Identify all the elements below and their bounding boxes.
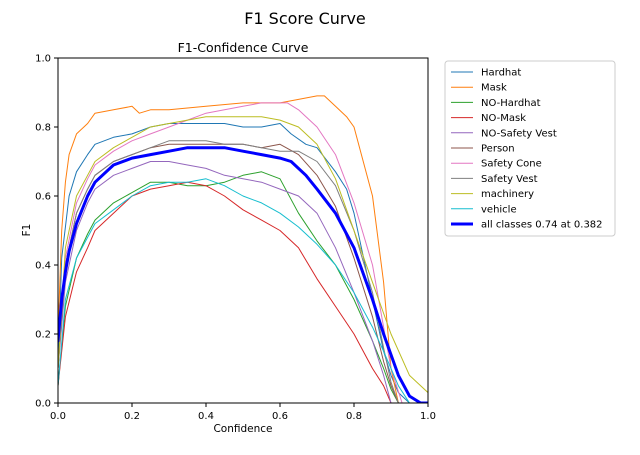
plot-area-frame [57,57,429,404]
y-tick-label: 0.8 [35,123,51,134]
legend-items: Hardhat Mask NO-Hardhat NO-Mask NO-Safety Ve… [451,68,603,231]
series-line-7 [58,102,403,403]
legend-label: Mask [481,83,507,94]
series-layer [58,95,428,403]
series-line-5 [58,161,392,403]
y-tick-label: 0.6 [35,192,51,203]
series-line-3 [58,171,399,403]
x-tick-label: 0.8 [346,411,362,422]
legend-frame [444,60,616,237]
x-tick-label: 0.2 [124,411,140,422]
series-line-9 [58,116,428,394]
figure-title: F1 Score Curve [244,9,366,28]
legend-label: Person [481,144,515,155]
series-line-4 [58,181,392,403]
legend-label: NO-Mask [481,113,526,124]
legend-label: Hardhat [481,68,521,79]
series-line-1 [58,123,410,403]
x-tick-label: 1.0 [420,411,436,422]
legend-label: vehicle [481,204,517,215]
series-line-2 [58,95,399,403]
series-line-11 [58,146,428,403]
series-line-10 [58,178,410,403]
chart-title: F1-Confidence Curve [178,40,309,55]
legend-label: machinery [481,189,534,200]
y-tick-label: 0.4 [35,261,51,272]
x-tick-label: 0.0 [50,411,66,422]
y-tick-label: 0.2 [35,330,51,341]
series-line-8 [58,140,399,403]
legend-label: Safety Cone [481,159,542,170]
legend-label: NO-Hardhat [481,98,541,109]
legend-label: Safety Vest [481,174,538,185]
y-tick-label: 0.0 [35,399,51,410]
legend: Hardhat Mask NO-Hardhat NO-Mask NO-Safety Ve… [444,60,616,237]
legend-label: all classes 0.74 at 0.382 [481,220,603,231]
legend-label: NO-Safety Vest [481,128,557,139]
y-axis-ticks: 0.0 0.2 0.4 0.6 0.8 1.0 [35,54,58,410]
x-axis-label: Confidence [213,423,272,435]
x-tick-label: 0.4 [198,411,214,422]
y-tick-label: 1.0 [35,54,51,65]
x-tick-label: 0.6 [272,411,288,422]
series-line-6 [58,143,399,403]
x-axis-ticks: 0.0 0.2 0.4 0.6 0.8 1.0 [50,403,436,422]
y-axis-label: F1 [21,224,33,237]
